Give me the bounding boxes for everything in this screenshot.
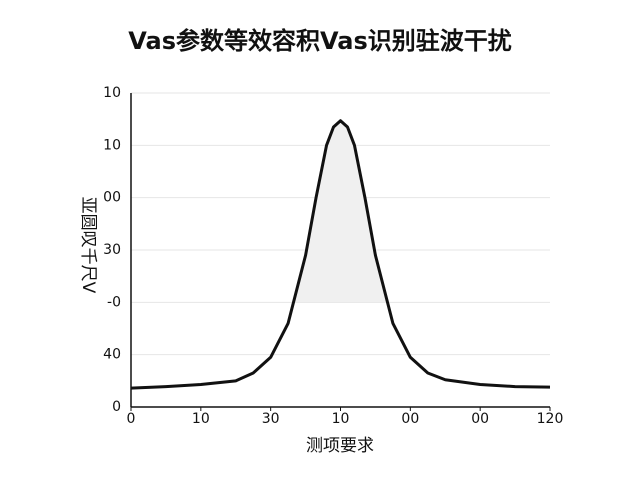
x-tick-label: 0 bbox=[127, 411, 136, 427]
y-tick-label: 30 bbox=[103, 242, 121, 258]
y-tick-label: 10 bbox=[103, 137, 121, 153]
x-tick-label: 00 bbox=[471, 411, 489, 427]
chart-title: Vas参数等效容积Vas识别驻波干扰 bbox=[128, 27, 511, 55]
line bbox=[130, 119, 551, 390]
x-tick-label: 10 bbox=[332, 411, 350, 427]
y-tick-label: 00 bbox=[103, 190, 121, 206]
x-tick-label: 30 bbox=[262, 411, 280, 427]
x-tick-label: 00 bbox=[401, 411, 419, 427]
x-axis-title: 测项要求 bbox=[306, 436, 374, 456]
y-tick-label: 0 bbox=[112, 399, 121, 415]
x-tick-label: 120 bbox=[537, 411, 564, 427]
y-tick-label: -0 bbox=[107, 294, 121, 310]
y-tick-label: 10 bbox=[103, 85, 121, 101]
x-tick-label: 10 bbox=[192, 411, 210, 427]
peak-shade bbox=[293, 120, 388, 302]
y-tick-label: 40 bbox=[103, 347, 121, 363]
y-axis-title: 亚圆叹千尺V bbox=[78, 197, 98, 294]
